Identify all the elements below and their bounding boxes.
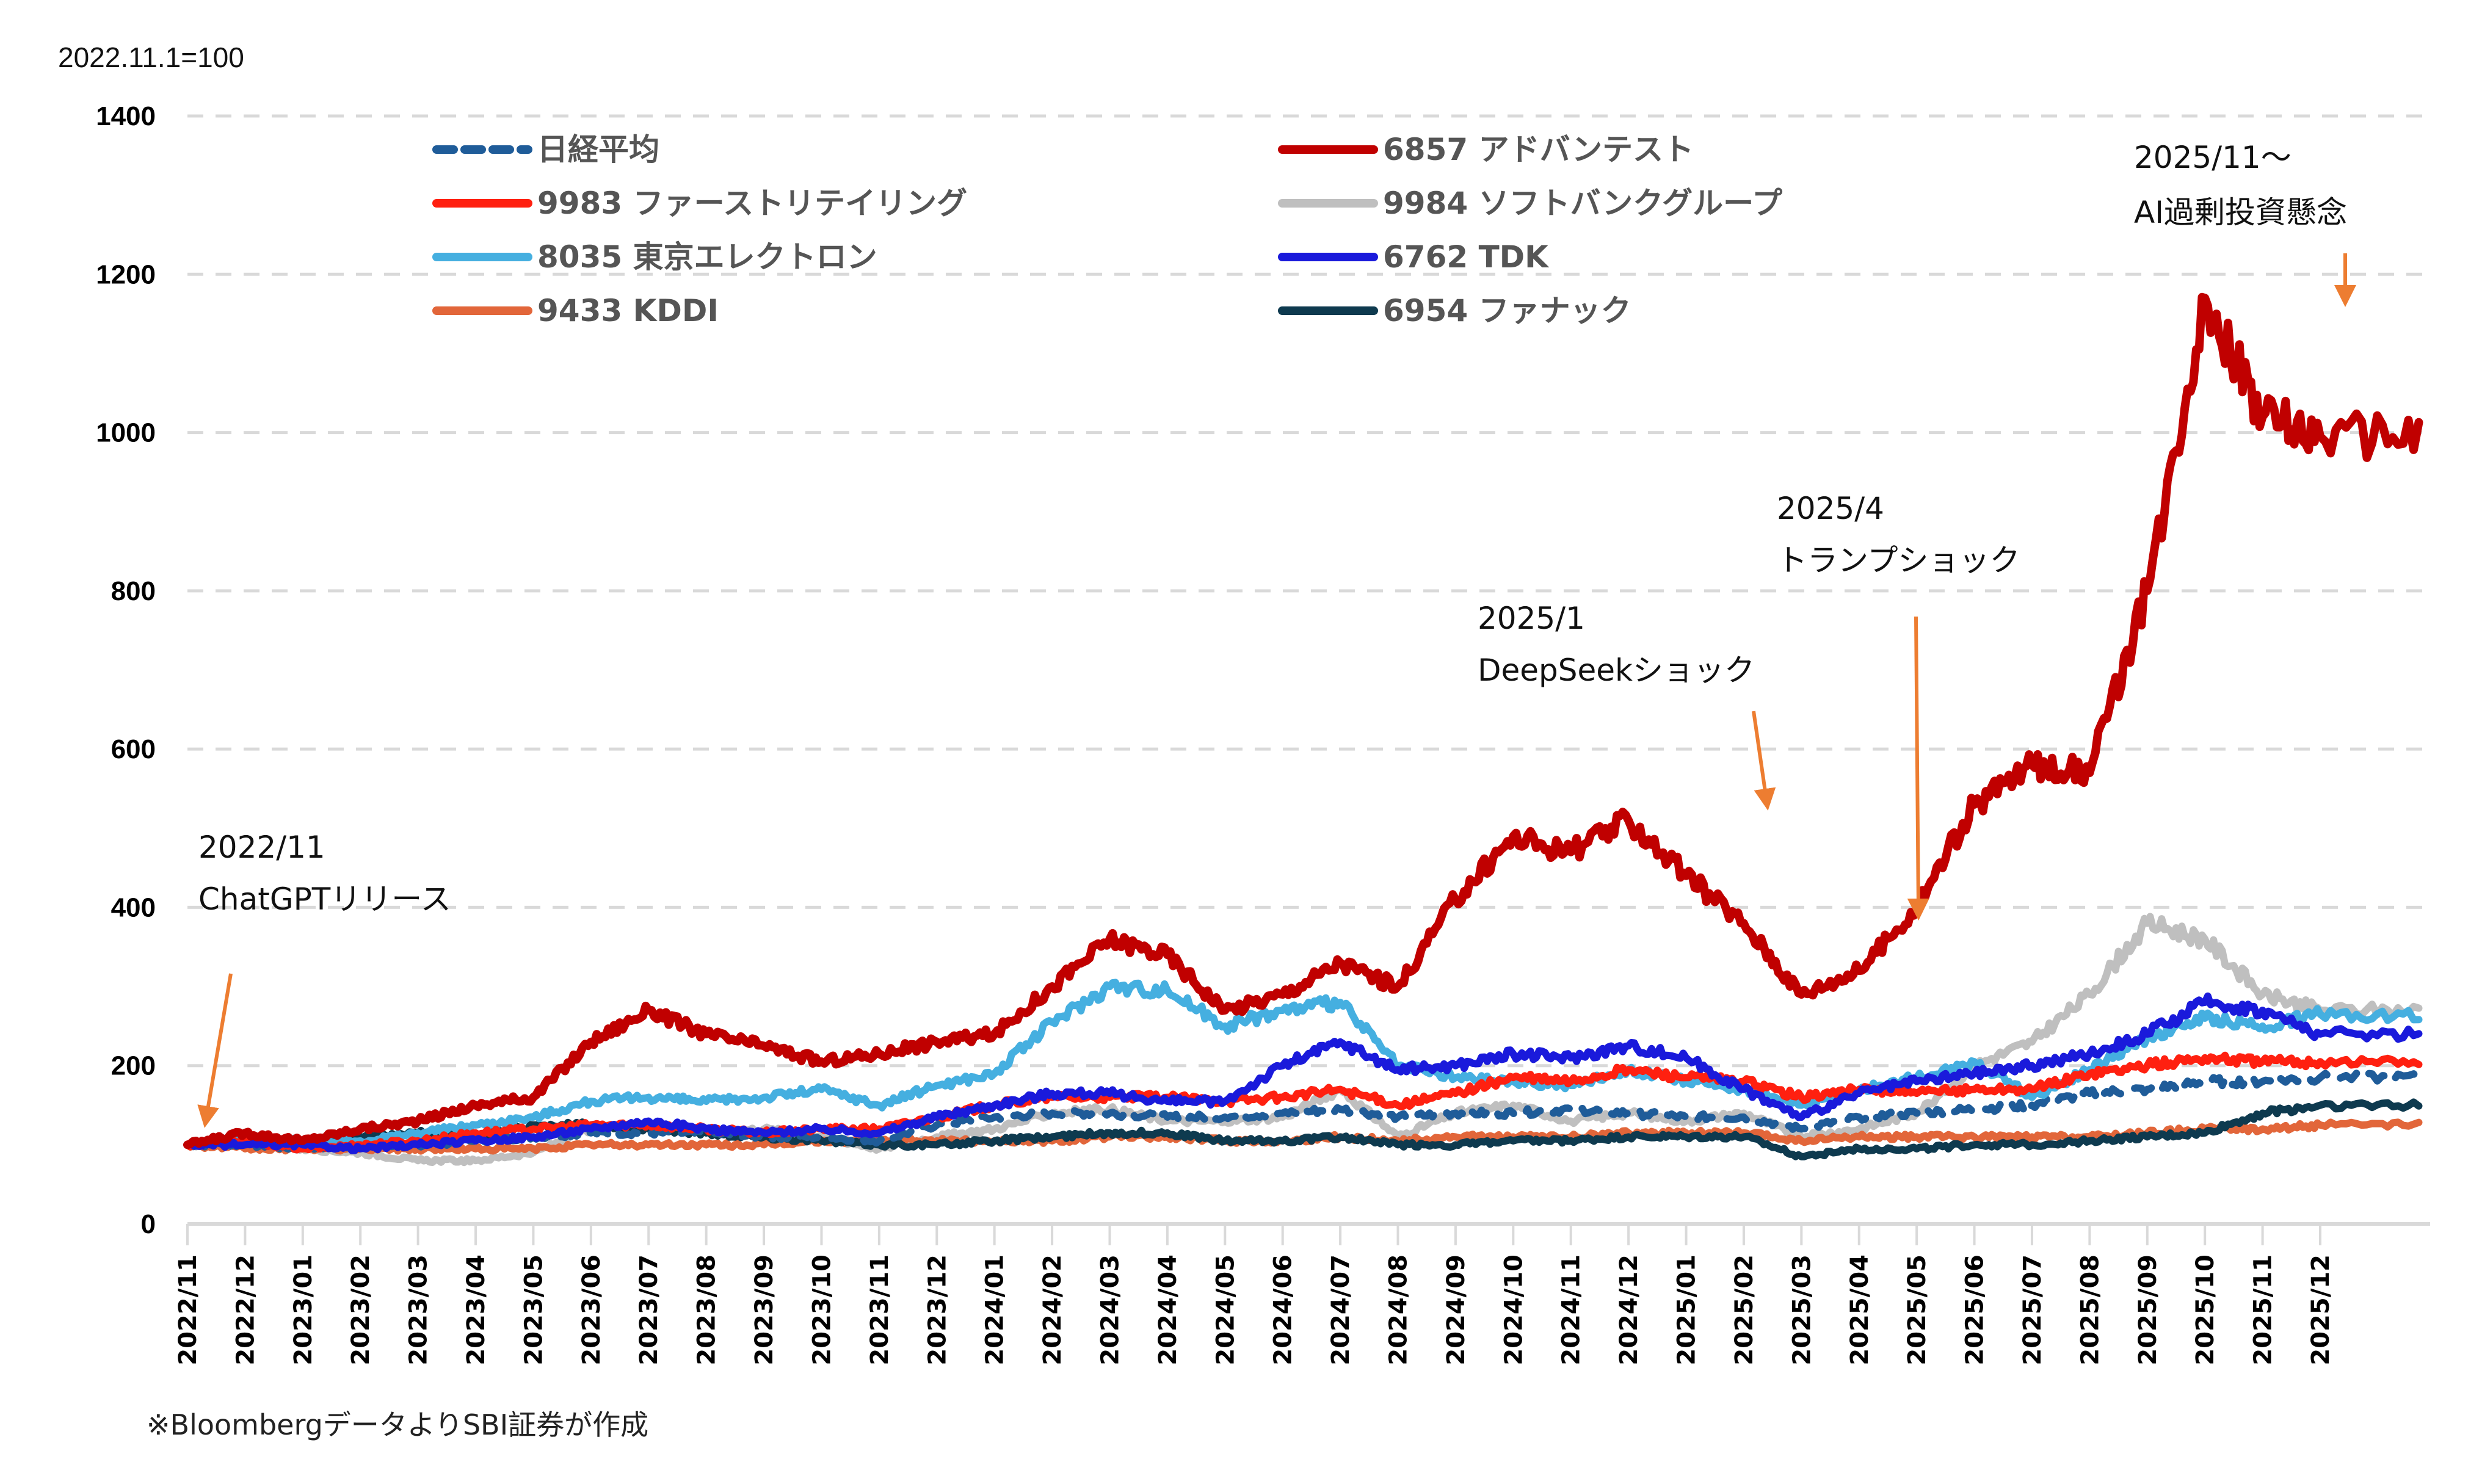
x-tick-label: 2025/08: [2076, 1254, 2104, 1366]
legend-item: 日経平均: [432, 132, 659, 167]
x-tick-label: 2025/09: [2134, 1254, 2162, 1366]
y-tick-label: 600: [111, 734, 156, 764]
annotation-event: トランプショック: [1777, 543, 2020, 578]
x-tick-label: 2023/09: [750, 1254, 778, 1366]
y-tick-label: 1400: [96, 101, 156, 131]
legend-label: 9433 KDDI: [537, 293, 719, 328]
x-tick-label: 2024/11: [1558, 1254, 1586, 1366]
y-tick-label: 400: [111, 892, 156, 922]
legend-item: 9984 ソフトバンクグループ: [1278, 186, 1782, 221]
annotation-date: 2022/11: [198, 830, 325, 865]
series-line-6: [184, 992, 2423, 1154]
x-tick-label: 2024/09: [1442, 1254, 1470, 1366]
legend-label: 8035 東京エレクトロン: [537, 239, 877, 275]
x-tick-label: 2023/05: [520, 1254, 548, 1366]
legend-label: 9983 ファーストリテイリング: [537, 186, 967, 221]
legend-item: 9983 ファーストリテイリング: [432, 186, 967, 221]
source-note: ※BloombergデータよりSBI証券が作成: [147, 1408, 648, 1441]
x-tick-label: 2023/08: [693, 1254, 721, 1366]
annotation-date: 2025/1: [1478, 601, 1585, 636]
legend-label: 日経平均: [537, 132, 659, 167]
x-tick-label: 2023/06: [578, 1254, 606, 1366]
x-tick-label: 2025/01: [1673, 1254, 1701, 1366]
x-tick-label: 2025/02: [1730, 1254, 1758, 1366]
series-lines: [183, 292, 2423, 1167]
annotation: 2025/11〜 AI過剰投資懸念: [2134, 140, 2356, 307]
x-tick-label: 2024/05: [1211, 1254, 1239, 1366]
x-tick-label: 2023/11: [866, 1254, 894, 1366]
x-tick-label: 2023/07: [635, 1254, 663, 1366]
annotations: 2022/11ChatGPTリリース2025/1DeepSeekショック2025…: [197, 140, 2356, 1128]
x-axis: 2022/11 2022/12 2023/01 2023/02 2023/03 2023/…: [174, 1222, 2430, 1366]
series-line-1: [184, 1051, 2423, 1154]
y-tick-label: 200: [111, 1051, 156, 1081]
y-axis: 0 200 400 600 800 1000 1200 1400: [96, 101, 156, 1239]
annotation-event: DeepSeekショック: [1478, 653, 1755, 688]
unit-label: 2022.11.1=100: [58, 42, 244, 73]
annotation-event: AI過剰投資懸念: [2134, 195, 2347, 230]
legend-label: 9984 ソフトバンクグループ: [1383, 186, 1782, 221]
x-tick-label: 2024/04: [1154, 1254, 1182, 1366]
gridlines: [187, 114, 2430, 1068]
x-tick-label: 2024/10: [1500, 1254, 1528, 1366]
x-tick-label: 2023/04: [462, 1254, 490, 1366]
x-tick-label: 2024/01: [981, 1254, 1009, 1366]
x-tick-label: 2025/11: [2249, 1254, 2277, 1366]
y-tick-label: 800: [111, 576, 156, 606]
x-tick-label: 2024/03: [1096, 1254, 1124, 1366]
series-line-5: [184, 913, 2423, 1167]
annotation: 2025/1 DeepSeekショック: [1478, 601, 1776, 811]
x-tick-label: 2025/06: [1961, 1254, 1989, 1366]
annotation-arrow-icon: [1752, 711, 1776, 811]
x-tick-label: 2023/01: [289, 1254, 318, 1366]
x-tick-label: 2024/12: [1615, 1254, 1643, 1366]
y-tick-label: 1200: [96, 259, 156, 289]
annotation-arrow-icon: [1907, 616, 1929, 921]
legend-label: 6857 アドバンテスト: [1383, 132, 1694, 167]
x-tick-label: 2023/12: [923, 1254, 951, 1366]
x-tick-label: 2024/08: [1385, 1254, 1413, 1366]
annotation-arrow-icon: [197, 973, 233, 1128]
legend-item: 9433 KDDI: [432, 293, 719, 328]
x-tick-label: 2025/05: [1903, 1254, 1931, 1366]
x-tick-label: 2022/11: [174, 1254, 202, 1366]
series-line-4: [183, 292, 2423, 1149]
legend-label: 6762 TDK: [1383, 239, 1550, 275]
x-tick-label: 2023/03: [405, 1254, 433, 1366]
legend-item: 6857 アドバンテスト: [1278, 132, 1694, 167]
annotation: 2022/11 ChatGPTリリース: [197, 830, 451, 1128]
annotation-date: 2025/11〜: [2134, 140, 2291, 175]
x-tick-label: 2023/10: [808, 1254, 836, 1366]
x-tick-label: 2025/12: [2307, 1254, 2335, 1366]
y-tick-label: 0: [141, 1209, 156, 1239]
annotation: 2025/4 トランプショック: [1777, 491, 2020, 921]
legend-item: 8035 東京エレクトロン: [432, 239, 877, 275]
y-tick-label: 1000: [96, 418, 156, 448]
legend-item: 6954 ファナック: [1278, 293, 1631, 328]
x-tick-label: 2025/03: [1788, 1254, 1816, 1366]
legend-item: 6762 TDK: [1278, 239, 1550, 275]
x-tick-label: 2024/02: [1039, 1254, 1067, 1366]
x-tick-label: 2022/12: [231, 1254, 259, 1366]
annotation-date: 2025/4: [1777, 491, 1884, 526]
annotation-event: ChatGPTリリース: [198, 881, 451, 917]
legend-label: 6954 ファナック: [1383, 293, 1631, 328]
x-tick-label: 2024/07: [1327, 1254, 1355, 1366]
x-tick-label: 2025/04: [1846, 1254, 1874, 1366]
x-tick-label: 2025/10: [2191, 1254, 2219, 1366]
series-line-0: [184, 1070, 2423, 1154]
x-tick-label: 2025/07: [2019, 1254, 2047, 1366]
legend: 日経平均 6857 アドバンテスト 9983 ファーストリテイリング 9984 ソフト…: [432, 132, 1782, 328]
x-tick-label: 2024/06: [1269, 1254, 1297, 1366]
x-tick-label: 2023/02: [347, 1254, 375, 1366]
